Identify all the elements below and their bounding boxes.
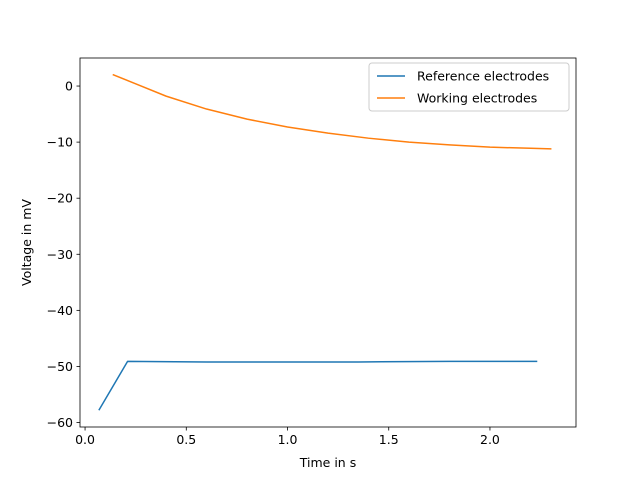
series-line-0	[98, 360, 538, 411]
series-line-1	[112, 73, 552, 150]
y-tick-label: −10	[47, 135, 73, 150]
y-tick-label: −40	[47, 303, 73, 318]
y-tick-label: −60	[47, 415, 73, 430]
x-tick-label: 1.0	[278, 432, 298, 447]
legend-label-1: Working electrodes	[417, 91, 537, 106]
y-tick-label: −20	[47, 191, 73, 206]
axes-frame	[79, 57, 577, 428]
axes: 0.0 0.5 1.0 1.5 2.0 0 −10 −20 −30 −40 −50 −60	[47, 57, 577, 447]
y-axis-label: Voltage in mV	[19, 199, 34, 286]
x-tick-label: 0.0	[75, 432, 95, 447]
y-tick-label: −30	[47, 247, 73, 262]
y-tick-label: −50	[47, 359, 73, 374]
legend-box	[368, 62, 570, 112]
x-tick-label: 0.5	[176, 432, 196, 447]
legend-label-0: Reference electrodes	[417, 69, 549, 84]
legend: Reference electrodes Working electrodes	[368, 62, 570, 112]
y-tick-label: 0	[65, 79, 73, 94]
x-tick-label: 2.0	[480, 432, 500, 447]
x-tick-label: 1.5	[379, 432, 399, 447]
plot-area	[98, 73, 552, 411]
x-axis-label: Time in s	[299, 455, 356, 470]
